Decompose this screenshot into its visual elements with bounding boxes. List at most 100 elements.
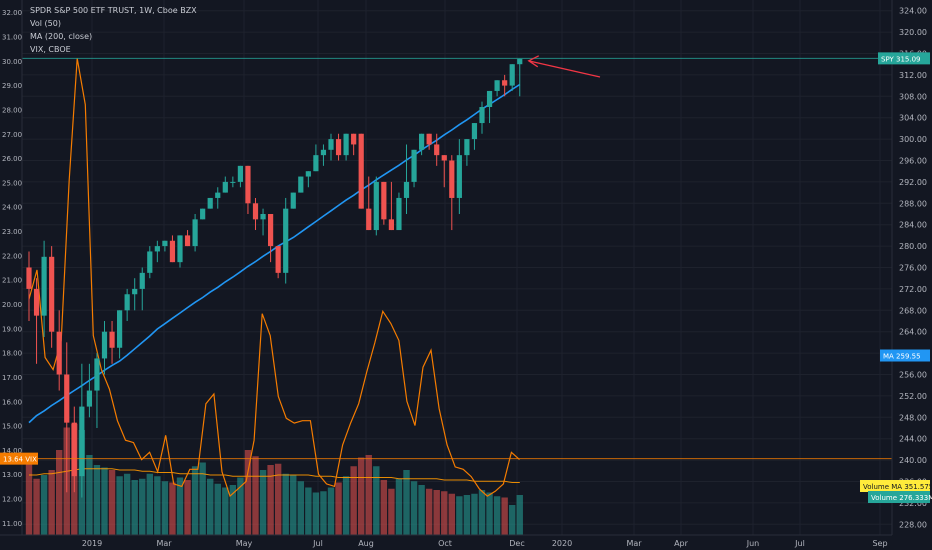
vix-axis-bg [0, 0, 22, 550]
volume-bar [448, 493, 455, 535]
volume-bar [48, 470, 55, 535]
legend-title[interactable]: SPDR S&P 500 ETF TRUST, 1W, Cboe BZX [30, 6, 197, 15]
candle-body [154, 246, 160, 252]
time-tick-label: Sep [872, 539, 887, 548]
volume-bar [131, 480, 138, 535]
volume-bar [169, 482, 176, 535]
legend-vix[interactable]: VIX, CBOE [30, 45, 71, 54]
candle-body [381, 181, 387, 220]
vix-tick-label: 24.00 [2, 204, 22, 212]
candle-body [283, 208, 289, 273]
volume-bar [501, 497, 508, 535]
candle-body [192, 219, 198, 247]
price-tick-label: 244.00 [899, 435, 927, 444]
candle-body [86, 390, 92, 407]
candle-body [486, 90, 493, 107]
candle-body [184, 235, 191, 247]
candle-body [177, 235, 183, 263]
price-tick-label: 276.00 [899, 264, 927, 273]
volume-bar [380, 480, 388, 535]
ma-badge-bg [880, 349, 930, 362]
price-axis-bg [892, 0, 932, 550]
volume-bar [350, 466, 357, 535]
volume-ma-series [29, 468, 520, 483]
volume-bar [365, 455, 372, 535]
legend-ma[interactable]: MA (200, close) [30, 32, 93, 41]
volume-bar [478, 490, 486, 535]
vix-tick-label: 12.00 [2, 496, 22, 504]
volume-bar [441, 491, 448, 535]
candle-body [502, 80, 508, 86]
price-tick-label: 296.00 [899, 157, 927, 166]
volume-bar [33, 478, 40, 535]
vix-tick-label: 31.00 [2, 33, 22, 41]
candle-body [335, 139, 342, 156]
volume-ma-line [29, 468, 520, 483]
price-tick-label: 292.00 [899, 178, 927, 187]
candle-body [260, 214, 266, 220]
volume-bar [395, 478, 403, 535]
volume-bar [486, 492, 493, 535]
volume-bar [146, 473, 153, 535]
candle-body [71, 422, 77, 477]
candle-body [328, 139, 334, 150]
volume-bar [116, 476, 123, 535]
vix-tick-label: 22.00 [2, 252, 22, 260]
time-tick-label: Jul [794, 539, 805, 548]
volume-bar [56, 450, 63, 535]
price-tick-label: 240.00 [899, 456, 927, 465]
volume-bar [493, 496, 501, 535]
price-axis[interactable]: 228.00232.00236.00240.00244.00248.00252.… [891, 0, 932, 550]
vix-tick-label: 17.00 [2, 374, 22, 382]
volume-bar [342, 476, 350, 535]
price-lines [22, 57, 892, 460]
candle-body [396, 197, 402, 231]
candle-body [419, 133, 425, 150]
price-tick-label: 324.00 [899, 7, 927, 16]
volume-bar [509, 505, 516, 535]
volume-bar [403, 470, 410, 535]
vix-tick-label: 14.00 [2, 447, 22, 455]
volume-bar [93, 465, 101, 535]
volume-bar [418, 485, 425, 535]
price-tick-label: 304.00 [899, 114, 927, 123]
candle-body [373, 181, 379, 231]
candle-body [403, 181, 410, 198]
candle-body [132, 288, 138, 295]
volume-bar [252, 456, 259, 535]
volume-bar [274, 463, 282, 535]
candle-body [313, 155, 319, 172]
volume-bar [154, 476, 161, 535]
volume-bar [229, 485, 237, 535]
volume-bar [237, 477, 244, 535]
volume-bar [471, 493, 478, 535]
candle-body [33, 288, 40, 316]
candle-body [411, 149, 417, 182]
time-tick-label: 2020 [552, 539, 572, 548]
vix-axis[interactable]: 11.00 12.00 13.00 14.00 15.00 16.00 17.00 18.00… [0, 0, 23, 550]
vix-tick-label: 16.00 [2, 398, 22, 406]
time-tick-label: Mar [626, 539, 642, 548]
candle-body [343, 133, 349, 156]
candle-body [207, 197, 213, 209]
volume-bar [267, 465, 274, 535]
vix-tick-label: 18.00 [2, 350, 22, 358]
volume-bar [410, 481, 418, 535]
candle-body [434, 144, 440, 156]
time-tick-label: Jun [746, 539, 760, 548]
vix-tick-label: 19.00 [2, 325, 22, 333]
vix-line [28, 58, 520, 498]
vix-tick-label: 25.00 [2, 179, 22, 187]
time-tick-label: Dec [509, 539, 524, 548]
vix-tick-label: 21.00 [2, 277, 22, 285]
time-axis[interactable]: 2019 Mar May Jul Aug Oct Dec 2020 Mar Apr Jun Jul Se… [0, 534, 932, 550]
volume-bar [40, 475, 48, 535]
price-tick-label: 300.00 [899, 135, 927, 144]
time-axis-bg [0, 535, 932, 550]
annotation-arrow[interactable] [527, 55, 601, 78]
legend-vol[interactable]: Vol (50) [30, 19, 61, 28]
volume-badge: Volume 276.333M [871, 494, 932, 502]
volume-bar [214, 483, 221, 535]
vix-tick-label: 26.00 [2, 155, 22, 163]
